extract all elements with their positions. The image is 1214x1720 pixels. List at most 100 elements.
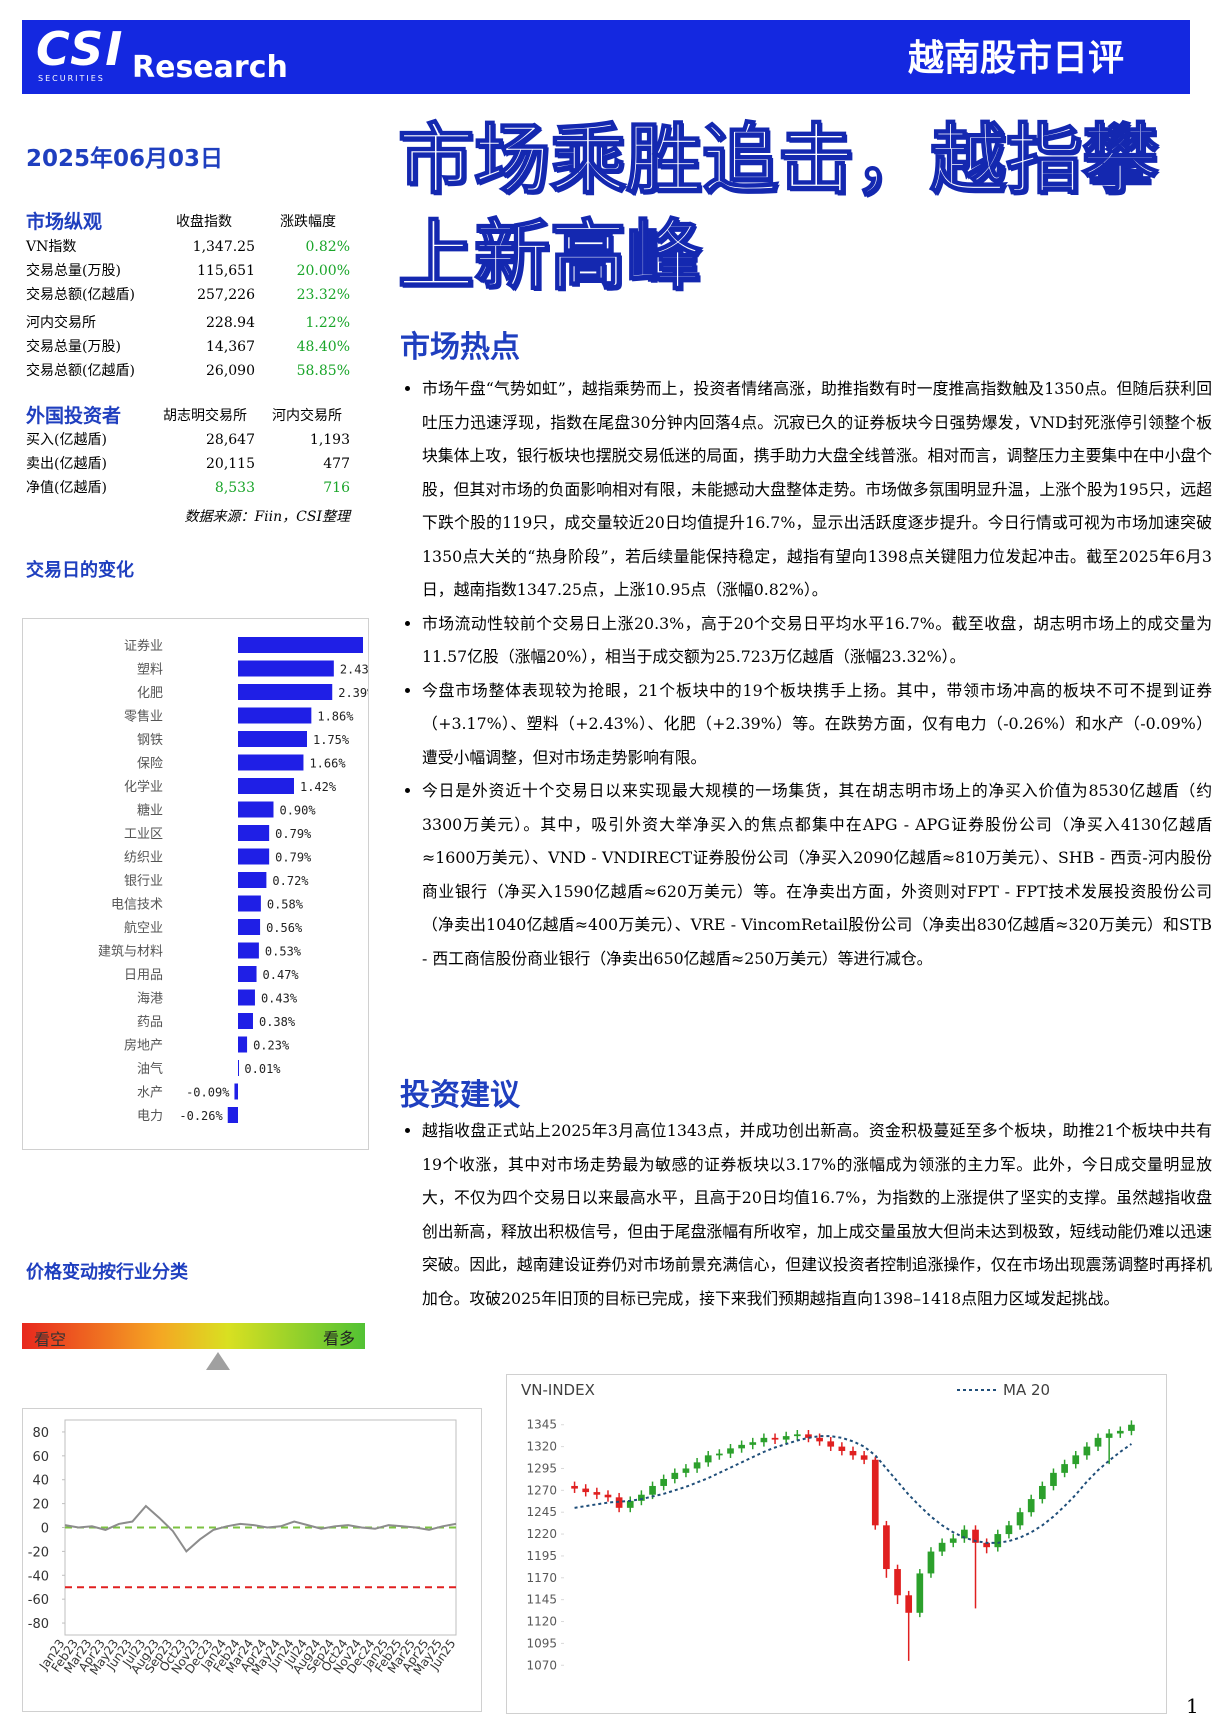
- gauge-pointer: [206, 1352, 230, 1370]
- bar: [238, 989, 255, 1006]
- candle-body: [738, 1444, 745, 1449]
- table-title: 外国投资者: [26, 405, 122, 427]
- candle-body: [1094, 1437, 1102, 1447]
- row-change: 0.82%: [305, 239, 350, 255]
- candle-body: [1027, 1499, 1035, 1513]
- y-tick-label: -60: [28, 1593, 49, 1608]
- value-label: -0.26%: [179, 1109, 223, 1123]
- bar: [238, 825, 270, 841]
- row-value: 228.94: [206, 315, 255, 331]
- row-label: VN指数: [26, 239, 77, 255]
- candle-body: [1116, 1430, 1124, 1434]
- candle-body: [883, 1525, 890, 1570]
- candle-body: [1005, 1525, 1013, 1535]
- candle-body: [816, 1437, 823, 1442]
- candle-body: [727, 1448, 734, 1454]
- candle-body: [1016, 1512, 1024, 1526]
- row-value: 20,115: [206, 456, 255, 472]
- y-tick-label: 1320: [526, 1440, 557, 1454]
- candle-body: [1072, 1455, 1080, 1465]
- candle-body: [793, 1434, 801, 1437]
- value-label: 0.58%: [267, 898, 304, 912]
- bar: [238, 848, 270, 865]
- logo: CSI: [36, 22, 125, 76]
- y-tick-label: 1170: [526, 1571, 557, 1585]
- candle-body: [1105, 1433, 1113, 1438]
- candle-body: [704, 1455, 712, 1463]
- row-value: 26,090: [206, 363, 255, 379]
- bar: [238, 1036, 248, 1053]
- bar: [238, 966, 257, 982]
- category-label: 保险: [137, 757, 163, 772]
- category-label: 纺织业: [124, 851, 163, 866]
- candle-body: [626, 1500, 634, 1508]
- y-tick-label: 1095: [526, 1636, 557, 1650]
- section-title: 投资建议: [400, 1078, 520, 1113]
- value-label: 0.53%: [265, 945, 302, 959]
- row-change: 48.40%: [296, 339, 350, 355]
- value-label: -0.09%: [186, 1086, 230, 1100]
- header-bar: CSI SECURITIES Research 越南股市日评: [22, 20, 1190, 94]
- category-label: 塑料: [137, 663, 163, 678]
- value-label: 0.56%: [266, 921, 303, 935]
- y-tick-label: 1270: [526, 1483, 557, 1497]
- page-number: 1: [1186, 1694, 1199, 1718]
- candle-body: [994, 1534, 1002, 1548]
- gauge-bar: 看空 看多: [22, 1323, 365, 1349]
- candle-body: [1050, 1472, 1057, 1486]
- bullet-text: 今日是外资近十个交易日以来实现最大规模的一场集货，其在胡志明市场上的净买入价值为…: [422, 774, 1212, 975]
- value-label: 0.72%: [272, 874, 309, 888]
- bar: [238, 1060, 239, 1076]
- row-value: 477: [323, 456, 350, 472]
- column-header: 收盘指数: [176, 214, 232, 230]
- value-label: 0.79%: [275, 827, 312, 841]
- category-label: 零售业: [124, 709, 163, 725]
- bar: [238, 707, 312, 724]
- value-label: 0.90%: [279, 804, 316, 818]
- row-value: 8,533: [214, 480, 255, 496]
- bar: [238, 919, 261, 935]
- headline: 市场乘胜追击，越指攀上新高峰: [397, 114, 1159, 301]
- y-tick-label: 40: [32, 1474, 49, 1489]
- candle-body: [760, 1437, 768, 1443]
- candle-body: [983, 1542, 990, 1548]
- y-tick-label: 60: [32, 1450, 49, 1465]
- bullet-text: 市场流动性较前个交易日上涨20.3%，高于20个交易日平均水平16.7%。截至收…: [422, 607, 1212, 674]
- candle-body: [604, 1494, 612, 1498]
- report-title: 越南股市日评: [907, 38, 1124, 79]
- category-label: 药品: [137, 1015, 163, 1030]
- y-tick-label: 80: [32, 1426, 49, 1441]
- sentiment-chart: 806040200-20-40-60-80Jan23Feb23Mar23Apr2…: [22, 1408, 482, 1712]
- y-tick-label: -80: [28, 1617, 49, 1632]
- bar: [238, 1013, 253, 1029]
- row-change: 23.32%: [296, 287, 350, 303]
- value-label: 0.79%: [275, 851, 312, 865]
- category-label: 油气: [137, 1061, 163, 1077]
- bar: [238, 684, 333, 700]
- bar: [238, 731, 308, 747]
- category-label: 工业区: [124, 827, 163, 842]
- y-tick-label: 1145: [526, 1593, 557, 1607]
- column-header: 河内交易所: [272, 408, 342, 424]
- category-label: 房地产: [124, 1038, 163, 1054]
- row-label: 交易总额(亿越盾): [26, 363, 135, 379]
- bar: [227, 1107, 238, 1123]
- bar: [238, 872, 267, 888]
- row-value: 1,193: [309, 432, 350, 448]
- category-label: 化肥: [137, 686, 163, 701]
- candle-body: [894, 1569, 901, 1596]
- bullet-text: 越指收盘正式站上2025年3月高位1343点，并成功创出新高。资金积极蔓延至多个…: [422, 1114, 1212, 1315]
- row-change: 20.00%: [296, 263, 350, 279]
- gauge-right: 看多: [322, 1329, 355, 1348]
- value-label: 1.42%: [300, 780, 337, 794]
- value-label: 0.43%: [261, 992, 298, 1006]
- candle-body: [716, 1453, 723, 1456]
- candle-body: [961, 1529, 968, 1539]
- y-tick-label: 1120: [526, 1615, 557, 1629]
- category-label: 电力: [137, 1109, 163, 1124]
- candle-body: [682, 1468, 690, 1473]
- bar: [238, 942, 259, 959]
- category-label: 银行业: [124, 874, 163, 889]
- chart-title: VN-INDEX: [521, 1381, 595, 1399]
- candle-body: [638, 1494, 645, 1501]
